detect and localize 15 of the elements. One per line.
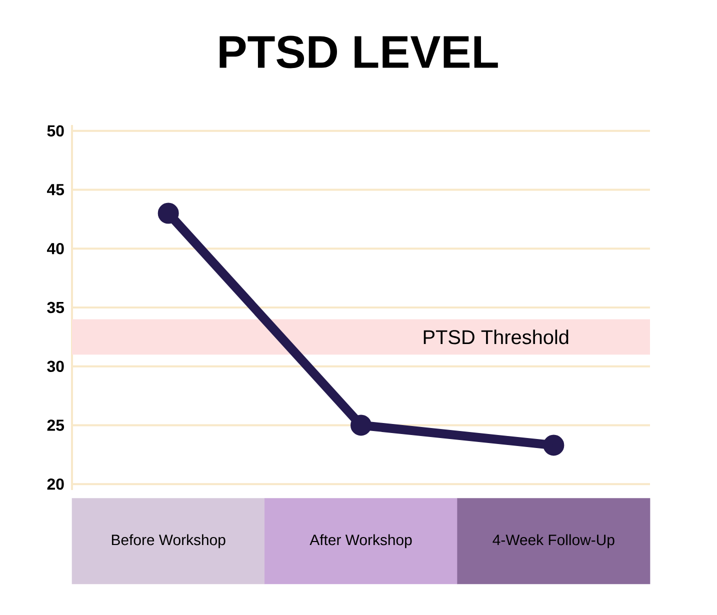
x-tick-label: Before Workshop — [112, 534, 226, 548]
y-tick-label: 25 — [47, 420, 64, 431]
y-tick-label: 45 — [46, 184, 64, 196]
y-tick-label: 30 — [47, 360, 64, 372]
point — [350, 414, 372, 436]
point — [158, 202, 179, 224]
y-tick-label: 40 — [46, 242, 64, 254]
point — [543, 434, 564, 456]
x-tick-label: After Workshop — [310, 534, 412, 548]
chart-title: PTSD LEVEL — [220, 36, 498, 68]
y-tick-label: 35 — [47, 302, 64, 314]
y-tick-label: 20 — [47, 478, 64, 490]
y-tick-label: 50 — [47, 125, 64, 137]
band-label: PTSD Threshold — [424, 330, 568, 344]
x-tick-label: 4-Week Follow-Up — [492, 534, 614, 548]
